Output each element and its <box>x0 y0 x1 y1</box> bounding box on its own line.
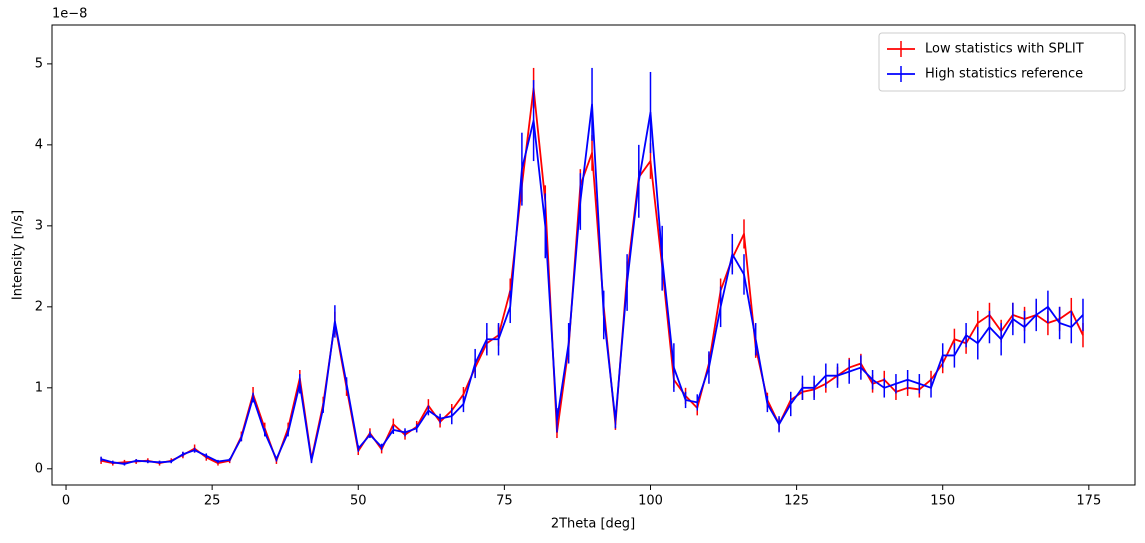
y-tick-label: 0 <box>35 461 43 476</box>
y-tick-label: 1 <box>35 380 43 395</box>
legend-box <box>878 32 1126 92</box>
y-tick-label: 2 <box>35 299 43 314</box>
x-axis-label: 2Theta [deg] <box>551 517 635 532</box>
x-tick-label: 100 <box>638 494 663 509</box>
y-axis-label: Intensity [n/s] <box>11 210 26 300</box>
x-tick-label: 0 <box>62 494 70 509</box>
series-line <box>100 103 1084 465</box>
x-tick-label: 75 <box>496 494 513 509</box>
y-tick-label: 4 <box>35 137 43 152</box>
legend-label: Low statistics with SPLIT <box>925 42 1084 57</box>
x-tick-label: 175 <box>1076 494 1101 509</box>
x-tick-label: 125 <box>784 494 809 509</box>
y-tick-label: 3 <box>35 218 43 233</box>
y-tick-label: 5 <box>35 56 43 71</box>
legend-label: High statistics reference <box>925 67 1083 82</box>
x-tick-label: 150 <box>930 494 955 509</box>
plot-frame <box>51 24 1136 486</box>
y-offset-text: 1e−8 <box>52 7 87 22</box>
x-tick-label: 25 <box>204 494 221 509</box>
x-tick-label: 50 <box>350 494 367 509</box>
series <box>100 67 1084 466</box>
